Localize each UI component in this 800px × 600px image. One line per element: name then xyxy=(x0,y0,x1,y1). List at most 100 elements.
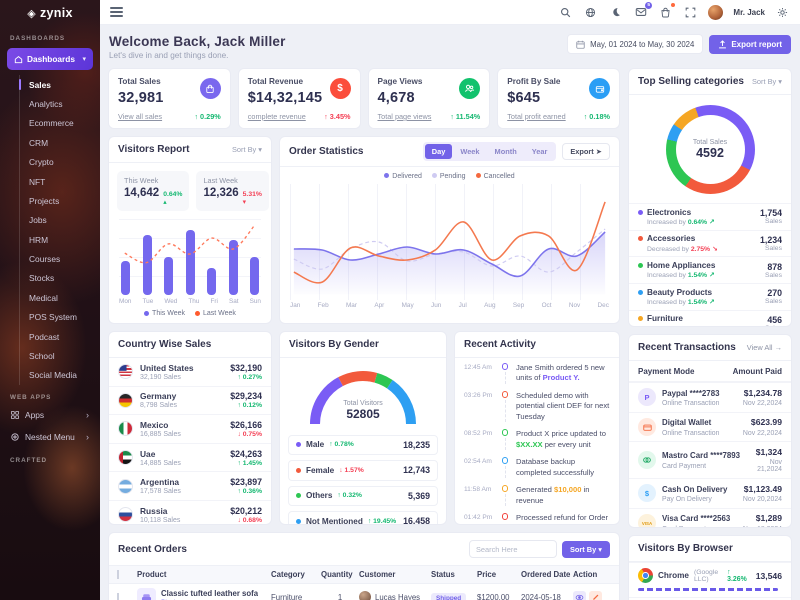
sidebar-menu: Sales Analytics Ecommerce CRM Crypto NFT… xyxy=(19,75,100,385)
sidebar-item-hrm[interactable]: HRM xyxy=(29,234,49,245)
country-row: Argentina 17,578 Sales $23,897 ↑ 0.36% xyxy=(109,471,271,500)
sidebar-item-crm[interactable]: CRM xyxy=(29,137,49,148)
settings-gear-icon[interactable] xyxy=(775,5,790,20)
calendar-icon xyxy=(576,40,585,49)
sidebar-item-sales[interactable]: Sales xyxy=(19,75,100,94)
sidebar-item-podcast[interactable]: Podcast xyxy=(29,331,60,342)
visa-icon: VISA xyxy=(638,514,656,527)
order-table-row[interactable]: Classic tufted leather sofa Pixel Furnit… xyxy=(109,584,619,600)
page-title: Welcome Back, Jack Miller xyxy=(109,34,286,49)
select-all-checkbox[interactable] xyxy=(117,570,119,579)
activity-item: 12:45 Am Jane Smith ordered 5 new units … xyxy=(464,363,605,384)
tab-day[interactable]: Day xyxy=(424,144,453,159)
tab-week[interactable]: Week xyxy=(460,146,480,156)
recent-activity-card: Recent Activity 12:45 Am Jane Smith orde… xyxy=(454,331,620,525)
sidebar-item-projects[interactable]: Projects xyxy=(29,195,60,206)
orders-search-input[interactable] xyxy=(468,540,557,558)
uae-flag-icon xyxy=(118,450,133,466)
cart-icon[interactable] xyxy=(658,3,675,20)
country-wise-sales-card: Country Wise Sales United States 32,190 S… xyxy=(108,331,272,525)
logo-text: zynix xyxy=(40,6,73,20)
russia-flag-icon xyxy=(118,507,133,523)
gender-row-others: Others ↑ 0.32% 5,369 xyxy=(288,485,438,507)
visitors-sort-dropdown[interactable]: Sort By ▾ xyxy=(232,145,262,154)
sidebar-item-ecommerce[interactable]: Ecommerce xyxy=(29,118,74,129)
argentina-flag-icon xyxy=(118,478,133,494)
app-logo[interactable]: ◈ zynix xyxy=(0,0,100,26)
sidebar-item-apps[interactable]: Apps › xyxy=(0,404,100,426)
date-range-picker[interactable]: May, 01 2024 to May, 30 2024 xyxy=(567,34,704,54)
sidebar-item-courses[interactable]: Courses xyxy=(29,254,61,265)
dark-mode-moon-icon[interactable] xyxy=(608,5,623,20)
visitors-by-gender-card: Visitors By Gender Total Visitors 52805 … xyxy=(279,331,447,525)
cash-icon: $ xyxy=(638,484,656,503)
sidebar-item-pos-system[interactable]: POS System xyxy=(29,312,77,323)
visitors-bar-chart xyxy=(119,219,261,295)
wallet-card-icon xyxy=(638,418,656,437)
sidebar-item-medical[interactable]: Medical xyxy=(29,292,58,303)
view-order-button[interactable] xyxy=(573,590,586,600)
complete-revenue-link[interactable]: complete revenue xyxy=(247,112,306,121)
browser-row-chrome: Chrome (Google LLC) ↑ 3.26% 13,546 xyxy=(629,562,791,597)
export-report-button[interactable]: Export report xyxy=(709,34,791,54)
category-row: Beauty Products Increased by 1.54% ↗ 270… xyxy=(629,283,791,310)
messages-count-badge: 5 xyxy=(644,1,653,9)
orders-sort-button[interactable]: Sort By ▾ xyxy=(561,540,610,558)
order-stats-export-button[interactable]: Export ➤ xyxy=(562,142,610,160)
sidebar-item-nft[interactable]: NFT xyxy=(29,176,46,187)
transaction-row: Digital Wallet Online Transaction $623.99… xyxy=(629,411,791,442)
order-stats-chart xyxy=(290,183,609,300)
paypal-icon: P xyxy=(638,388,656,407)
page-subtitle: Let's dive in and get things done. xyxy=(109,51,229,60)
country-row: Germany 8,798 Sales $29,234 ↑ 0.12% xyxy=(109,385,271,415)
hamburger-menu-icon[interactable] xyxy=(110,7,123,17)
fullscreen-icon[interactable] xyxy=(683,5,698,20)
edit-order-button[interactable] xyxy=(589,590,602,600)
activity-item: 03:26 Pm Scheduled demo with potential c… xyxy=(464,391,610,422)
home-icon xyxy=(14,55,23,63)
tab-year[interactable]: Year xyxy=(531,146,548,156)
last-week-stat: Last Week 12,326 5.31% ▾ xyxy=(196,171,269,211)
users-icon xyxy=(459,78,481,99)
orders-table-header: Product Category Quantity Customer Statu… xyxy=(109,566,619,584)
sidebar-item-stocks[interactable]: Stocks xyxy=(29,273,55,284)
kpi-total-revenue: Total Revenue $ $14,32,145 complete reve… xyxy=(237,68,361,129)
sidebar-item-jobs[interactable]: Jobs xyxy=(29,215,47,226)
sidebar-item-nested-menu[interactable]: Nested Menu › xyxy=(0,426,100,448)
sidebar-dashboards-button[interactable]: Dashboards ▾ xyxy=(7,48,93,70)
view-all-sales-link[interactable]: View all sales xyxy=(118,112,163,121)
sidebar-item-school[interactable]: School xyxy=(29,350,55,361)
top-selling-sort-dropdown[interactable]: Sort By ▾ xyxy=(752,77,782,86)
order-stats-range-tabs: Day Week Month Year xyxy=(422,142,557,161)
sidebar-item-social-media[interactable]: Social Media xyxy=(29,370,77,381)
search-icon[interactable] xyxy=(558,5,573,20)
topbar: 5 Mr. Jack xyxy=(100,0,800,25)
messages-icon[interactable]: 5 xyxy=(633,1,653,20)
visitors-legend: This Week Last Week xyxy=(109,310,271,317)
sidebar-item-analytics[interactable]: Analytics xyxy=(29,99,63,110)
sidebar-item-crypto[interactable]: Crypto xyxy=(29,157,54,168)
user-avatar[interactable] xyxy=(708,4,724,20)
visitors-report-card: Visitors Report Sort By ▾ This Week 14,6… xyxy=(108,136,272,324)
total-profit-earned-link[interactable]: Total profit earned xyxy=(507,112,566,121)
user-name[interactable]: Mr. Jack xyxy=(733,7,765,17)
us-flag-icon xyxy=(118,364,133,380)
kpi-row: Total Sales 32,981 View all sales ↑ 0.29%… xyxy=(108,68,620,129)
cart-notification-dot xyxy=(670,3,675,7)
activity-item: 11:58 Am Generated $10,000 in revenue xyxy=(464,485,590,506)
chevron-down-icon: ▾ xyxy=(82,56,86,63)
category-row: Home Appliances Increased by 1.54% ↗ 878… xyxy=(629,256,791,283)
tab-month[interactable]: Month xyxy=(494,146,517,156)
gender-row-male: Male ↑ 0.78% 18,235 xyxy=(288,434,438,455)
row-checkbox[interactable] xyxy=(117,592,119,600)
chevron-right-icon: › xyxy=(86,432,89,442)
content: Welcome Back, Jack Miller Let's dive in … xyxy=(100,25,800,600)
kpi-page-views: Page Views 4,678 Total page views ↑ 11.54… xyxy=(367,68,491,129)
order-stats-month-labels: Jan Feb Mar Apr May Jun Jul Aug Sep Oct Nov Dec xyxy=(290,301,609,309)
language-icon[interactable] xyxy=(583,5,598,20)
this-week-stat: This Week 14,642 0.64% ▴ xyxy=(117,171,190,211)
total-page-views-link[interactable]: Total page views xyxy=(377,112,432,121)
mastercard-icon xyxy=(638,451,656,470)
view-all-link[interactable]: View All → xyxy=(746,343,782,352)
section-dashboards: DASHBOARDS xyxy=(10,35,66,42)
